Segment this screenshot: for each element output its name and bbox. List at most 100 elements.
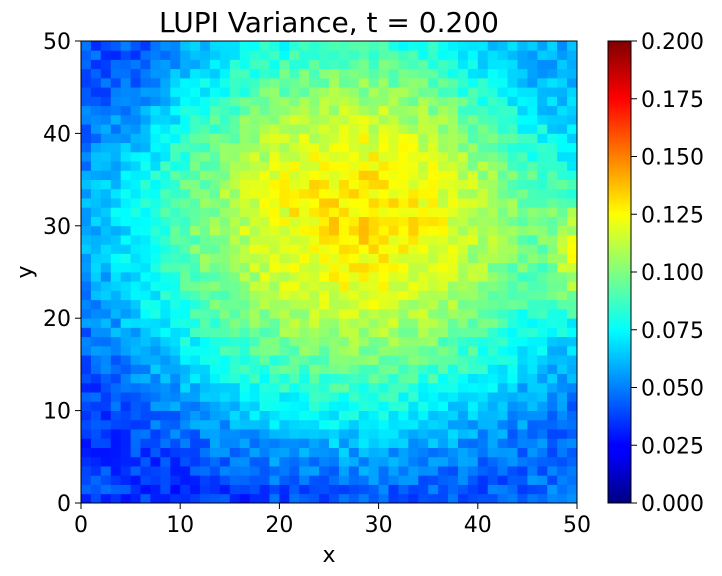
heatmap-cell — [348, 466, 360, 476]
heatmap-cell — [289, 456, 300, 467]
heatmap-cell — [239, 244, 251, 254]
heatmap-cell — [110, 308, 122, 319]
heatmap-cell — [259, 401, 270, 411]
heatmap-cell — [110, 419, 122, 430]
heatmap-cell — [418, 235, 429, 245]
heatmap-cell — [269, 225, 280, 236]
heatmap-cell — [448, 114, 459, 125]
heatmap-cell — [209, 124, 221, 134]
heatmap-cell — [279, 392, 290, 402]
heatmap-cell — [398, 151, 409, 162]
heatmap-cell — [150, 41, 161, 51]
heatmap-cell — [467, 447, 479, 458]
heatmap-cell — [279, 105, 290, 116]
heatmap-cell — [209, 96, 221, 107]
heatmap-cell — [100, 336, 112, 347]
heatmap-cell — [338, 438, 350, 448]
heatmap-cell — [517, 133, 528, 144]
heatmap-cell — [388, 318, 399, 328]
heatmap-cell — [537, 68, 548, 79]
heatmap-cell — [348, 345, 360, 356]
heatmap-cell — [319, 262, 330, 273]
heatmap-cell — [408, 401, 419, 411]
heatmap-cell — [81, 290, 92, 301]
heatmap-cell — [537, 373, 548, 384]
heatmap-cell — [457, 77, 469, 88]
heatmap-cell — [81, 318, 92, 328]
heatmap-cell — [120, 59, 131, 70]
heatmap-cell — [388, 41, 399, 51]
heatmap-cell — [338, 244, 350, 254]
heatmap-cell — [289, 336, 300, 347]
heatmap-cell — [527, 419, 538, 430]
heatmap-cell — [269, 392, 280, 402]
heatmap-cell — [269, 244, 280, 254]
heatmap-cell — [269, 262, 280, 273]
heatmap-cell — [200, 161, 211, 171]
heatmap-cell — [527, 124, 538, 134]
heatmap-cell — [348, 262, 360, 273]
heatmap-cell — [110, 438, 122, 448]
heatmap-cell — [418, 225, 429, 236]
heatmap-cell — [408, 456, 419, 467]
heatmap-cell — [408, 336, 419, 347]
heatmap-cell — [418, 77, 429, 88]
heatmap-cell — [289, 364, 300, 375]
heatmap-cell — [90, 281, 102, 291]
heatmap-cell — [358, 253, 370, 264]
heatmap-cell — [309, 419, 320, 430]
heatmap-cell — [398, 41, 409, 51]
heatmap-cell — [160, 142, 171, 153]
heatmap-cell — [90, 290, 102, 301]
heatmap-cell — [567, 392, 578, 402]
heatmap-cell — [457, 207, 469, 217]
heatmap-cell — [299, 225, 310, 236]
heatmap-cell — [90, 382, 102, 393]
heatmap-cell — [487, 41, 499, 51]
heatmap-cell — [557, 336, 568, 347]
heatmap-cell — [547, 216, 558, 227]
heatmap-cell — [348, 198, 360, 208]
heatmap-cell — [467, 68, 479, 79]
heatmap-cell — [289, 466, 300, 476]
heatmap-cell — [120, 410, 131, 421]
heatmap-cell — [120, 318, 131, 328]
heatmap-cell — [120, 216, 131, 227]
heatmap-cell — [398, 308, 409, 319]
heatmap-cell — [289, 188, 300, 199]
heatmap-cell — [170, 410, 181, 421]
heatmap-cell — [388, 308, 399, 319]
heatmap-cell — [557, 68, 568, 79]
heatmap-cell — [140, 59, 151, 70]
heatmap-cell — [368, 466, 379, 476]
heatmap-cell — [319, 290, 330, 301]
heatmap-cell — [289, 225, 300, 236]
heatmap-cell — [140, 272, 151, 282]
heatmap-cell — [130, 447, 141, 458]
heatmap-cell — [110, 170, 122, 180]
heatmap-cell — [448, 170, 459, 180]
heatmap-cell — [190, 179, 201, 190]
heatmap-cell — [150, 105, 161, 116]
heatmap-cell — [170, 253, 181, 264]
heatmap-cell — [150, 77, 161, 88]
heatmap-cell — [557, 96, 568, 107]
heatmap-cell — [269, 96, 280, 107]
heatmap-cell — [81, 114, 92, 125]
heatmap-cell — [477, 373, 489, 384]
heatmap-cell — [120, 382, 131, 393]
heatmap-cell — [81, 410, 92, 421]
heatmap-cell — [358, 50, 370, 60]
heatmap-cell — [527, 456, 538, 467]
heatmap-cell — [398, 170, 409, 180]
heatmap-cell — [229, 253, 241, 264]
heatmap-cell — [90, 133, 102, 144]
heatmap-cell — [527, 207, 538, 217]
heatmap-cell — [150, 419, 161, 430]
heatmap-cell — [209, 142, 221, 153]
heatmap-cell — [428, 151, 439, 162]
heatmap-cell — [269, 41, 280, 51]
heatmap-cell — [388, 179, 399, 190]
heatmap-cell — [190, 68, 201, 79]
heatmap-cell — [398, 77, 409, 88]
